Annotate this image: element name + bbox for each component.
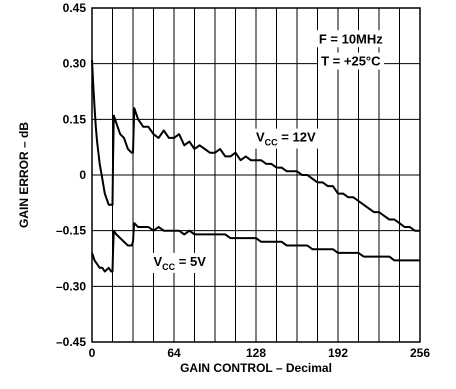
vcc-5v-label-sub: CC [162, 262, 175, 272]
vcc-5v-label-main: V [154, 254, 163, 269]
y-tick-label: 0.30 [63, 57, 87, 71]
x-tick-label: 64 [167, 346, 181, 360]
y-tick-label: –0.30 [56, 279, 86, 293]
x-axis-label: GAIN CONTROL – Decimal [180, 361, 332, 375]
temp-annotation: T = +25°C [321, 54, 381, 69]
x-tick-label: 256 [410, 346, 430, 360]
freq-annotation: F = 10MHz [319, 31, 383, 46]
vcc-12v-label-rest: = 12V [278, 130, 316, 145]
x-tick-label: 128 [246, 346, 266, 360]
y-axis-label: GAIN ERROR – dB [17, 122, 31, 228]
y-tick-label: –0.15 [56, 224, 86, 238]
y-tick-label: 0.15 [63, 112, 87, 126]
vcc-12v-label-sub: CC [265, 138, 278, 148]
x-tick-label: 0 [89, 346, 96, 360]
vcc-5v-label-rest: = 5V [175, 254, 206, 269]
vcc-12v-label-main: V [256, 130, 265, 145]
y-tick-label: 0 [79, 168, 86, 182]
y-tick-label: –0.45 [56, 335, 86, 349]
x-tick-label: 192 [328, 346, 348, 360]
y-tick-label: 0.45 [63, 1, 87, 15]
